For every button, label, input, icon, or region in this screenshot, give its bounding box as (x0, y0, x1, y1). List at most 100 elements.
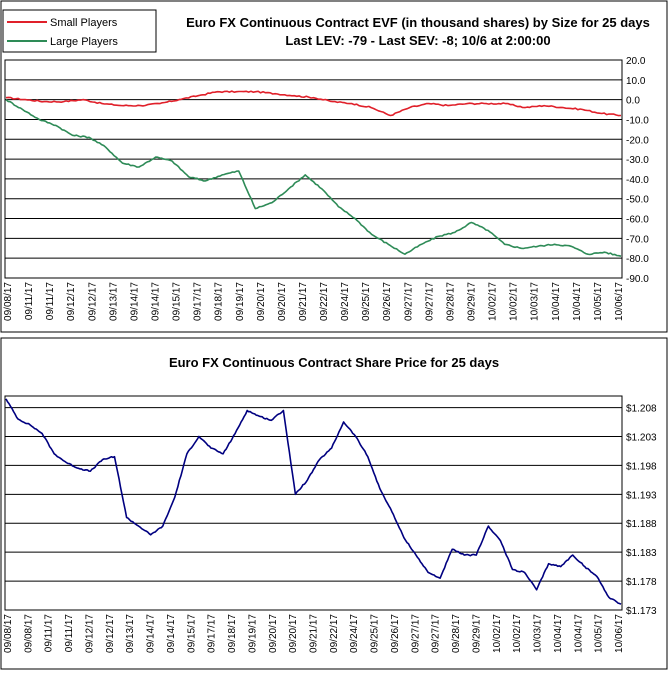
x-tick-label: 09/20/17 (288, 614, 299, 653)
bottom-gridlines (5, 407, 622, 582)
x-tick-label: 09/27/17 (410, 614, 421, 653)
x-tick-label: 09/14/17 (166, 614, 177, 653)
y-tick-label: -70.0 (626, 234, 649, 245)
x-tick-label: 10/04/17 (573, 614, 584, 653)
x-tick-label: 09/12/17 (84, 614, 95, 653)
y-tick-label: $1.198 (626, 461, 657, 472)
x-tick-label: 09/18/17 (214, 282, 225, 321)
bottom-y-tick-labels: $1.208 $1.203 $1.198 $1.193 $1.188 $1.183 $1.1… (626, 404, 657, 617)
x-tick-label: 10/02/17 (512, 614, 523, 653)
top-y-tick-labels: 20.0 10.0 0.0 -10.0 -20.0 -30.0 -40.0 -50.0 -60.… (626, 56, 649, 285)
x-tick-label: 09/26/17 (382, 282, 393, 321)
x-tick-label: 09/13/17 (108, 282, 119, 321)
y-tick-label: 0.0 (626, 96, 640, 107)
y-tick-label: -50.0 (626, 195, 649, 206)
small-players-line (5, 90, 622, 117)
x-tick-label: 09/08/17 (3, 282, 14, 321)
x-tick-label: 09/24/17 (340, 282, 351, 321)
bottom-series-lines (5, 398, 622, 605)
large-players-line (5, 98, 622, 257)
x-tick-label: 09/21/17 (298, 282, 309, 321)
x-tick-label: 10/04/17 (553, 614, 564, 653)
x-tick-label: 10/05/17 (593, 282, 604, 321)
x-tick-label: 09/22/17 (319, 282, 330, 321)
legend-label-small-players: Small Players (50, 17, 118, 29)
top-chart-subtitle: Last LEV: -79 - Last SEV: -8; 10/6 at 2:… (285, 33, 550, 48)
legend-box (2, 9, 157, 53)
x-tick-label: 09/17/17 (193, 282, 204, 321)
x-tick-label: 09/25/17 (370, 614, 381, 653)
y-tick-label: -20.0 (626, 135, 649, 146)
top-gridlines (5, 79, 622, 259)
x-tick-label: 09/21/17 (309, 614, 320, 653)
y-tick-label: 10.0 (626, 76, 646, 87)
x-tick-label: 09/15/17 (186, 614, 197, 653)
x-tick-label: 09/12/17 (87, 282, 98, 321)
y-tick-label: -60.0 (626, 215, 649, 226)
x-tick-label: 09/14/17 (150, 282, 161, 321)
top-chart-title: Euro FX Continuous Contract EVF (in thou… (186, 15, 650, 30)
x-tick-label: 10/06/17 (614, 282, 625, 321)
x-tick-label: 09/14/17 (146, 614, 157, 653)
x-tick-label: 09/12/17 (66, 282, 77, 321)
bottom-chart-title: Euro FX Continuous Contract Share Price … (169, 355, 499, 370)
x-tick-label: 09/22/17 (329, 614, 340, 653)
x-tick-label: 10/03/17 (530, 282, 541, 321)
x-tick-label: 09/24/17 (349, 614, 360, 653)
y-tick-label: -30.0 (626, 155, 649, 166)
x-tick-label: 09/20/17 (256, 282, 267, 321)
x-tick-label: 10/04/17 (551, 282, 562, 321)
y-tick-label: $1.183 (626, 548, 657, 559)
legend-label-large-players: Large Players (50, 36, 118, 48)
x-tick-label: 10/06/17 (614, 614, 625, 653)
bottom-x-tick-labels: 09/08/17 09/08/17 09/11/17 09/11/17 09/12/17… (3, 614, 625, 653)
x-tick-label: 09/26/17 (390, 614, 401, 653)
x-tick-label: 09/27/17 (403, 282, 414, 321)
y-tick-label: $1.173 (626, 606, 657, 617)
y-tick-label: $1.188 (626, 519, 657, 530)
x-tick-label: 09/11/17 (44, 614, 55, 653)
legend: Small Players Large Players (2, 9, 157, 53)
x-tick-label: 10/02/17 (488, 282, 499, 321)
y-tick-label: $1.178 (626, 577, 657, 588)
x-tick-label: 09/18/17 (227, 614, 238, 653)
x-tick-label: 09/08/17 (3, 614, 14, 653)
x-tick-label: 09/20/17 (277, 282, 288, 321)
top-series-lines (5, 90, 622, 257)
y-tick-label: $1.203 (626, 432, 657, 443)
x-tick-label: 09/28/17 (445, 282, 456, 321)
x-tick-label: 10/02/17 (509, 282, 520, 321)
share-price-line (5, 398, 622, 605)
x-tick-label: 09/20/17 (268, 614, 279, 653)
x-tick-label: 10/04/17 (572, 282, 583, 321)
x-tick-label: 09/17/17 (207, 614, 218, 653)
x-tick-label: 09/11/17 (64, 614, 75, 653)
y-tick-label: -10.0 (626, 115, 649, 126)
x-tick-label: 09/13/17 (125, 614, 136, 653)
top-x-tick-labels: 09/08/17 09/11/17 09/11/17 09/12/17 09/12/17… (3, 282, 625, 321)
y-tick-label: $1.208 (626, 404, 657, 415)
x-tick-label: 10/02/17 (492, 614, 503, 653)
x-tick-label: 10/05/17 (594, 614, 605, 653)
x-tick-label: 10/03/17 (533, 614, 544, 653)
y-tick-label: -80.0 (626, 254, 649, 265)
y-tick-label: -90.0 (626, 274, 649, 285)
y-tick-label: 20.0 (626, 56, 646, 67)
x-tick-label: 09/11/17 (45, 282, 56, 321)
x-tick-label: 09/19/17 (247, 614, 258, 653)
x-tick-label: 09/29/17 (467, 282, 478, 321)
x-tick-label: 09/29/17 (471, 614, 482, 653)
x-tick-label: 09/19/17 (235, 282, 246, 321)
y-tick-label: $1.193 (626, 490, 657, 501)
x-tick-label: 09/27/17 (424, 282, 435, 321)
x-tick-label: 09/12/17 (105, 614, 116, 653)
x-tick-label: 09/14/17 (129, 282, 140, 321)
y-tick-label: -40.0 (626, 175, 649, 186)
x-tick-label: 09/28/17 (451, 614, 462, 653)
x-tick-label: 09/15/17 (172, 282, 183, 321)
x-tick-label: 09/27/17 (431, 614, 442, 653)
bottom-plot-area (4, 395, 623, 611)
x-tick-label: 09/11/17 (24, 282, 35, 321)
